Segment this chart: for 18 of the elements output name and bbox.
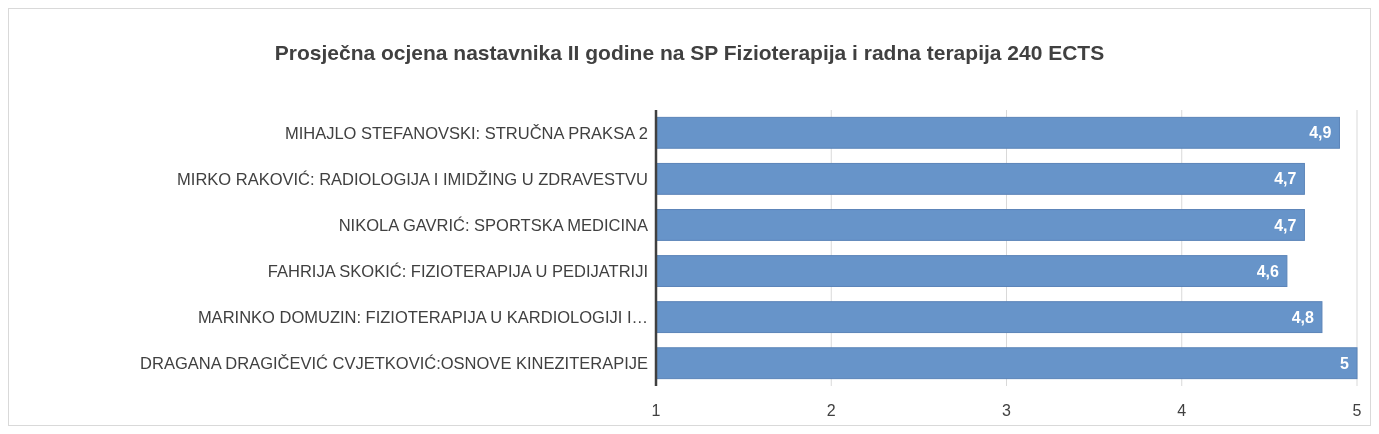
data-label: 4,7 <box>1274 170 1297 188</box>
y-tick-label: MIHAJLO STEFANOVSKI: STRUČNA PRAKSA 2 <box>284 123 648 142</box>
y-tick-label: FAHRIJA SKOKIĆ: FIZIOTERAPIJA U PEDIJATRIJI <box>267 261 648 280</box>
chart-title: Prosječna ocjena nastavnika II godine na SP Fizioterapija i radna terapija 240 ECTS <box>274 41 1105 64</box>
data-label: 4,9 <box>1309 124 1332 142</box>
y-tick-label: MIRKO RAKOVIĆ: RADIOLOGIJA I IMIDŽING U ZDRAVESTVU <box>177 169 648 188</box>
x-tick-label: 3 <box>1002 402 1012 419</box>
data-label: 4,6 <box>1256 262 1279 280</box>
x-tick-label: 5 <box>1352 402 1362 419</box>
data-label: 4,7 <box>1274 216 1297 234</box>
x-tick-label: 4 <box>1177 402 1187 419</box>
x-tick-label: 2 <box>826 402 836 419</box>
y-tick-label: DRAGANA DRAGIČEVIĆ CVJETKOVIĆ:OSNOVE KINEZITERAPIJE <box>140 353 648 372</box>
x-tick-label: 1 <box>651 402 661 419</box>
y-tick-label: MARINKO DOMUZIN: FIZIOTERAPIJA U KARDIOLOGIJI I… <box>197 307 648 326</box>
y-tick-label: NIKOLA GAVRIĆ: SPORTSKA MEDICINA <box>338 215 648 234</box>
data-label: 4,8 <box>1291 308 1315 326</box>
data-label: 5 <box>1340 354 1350 372</box>
